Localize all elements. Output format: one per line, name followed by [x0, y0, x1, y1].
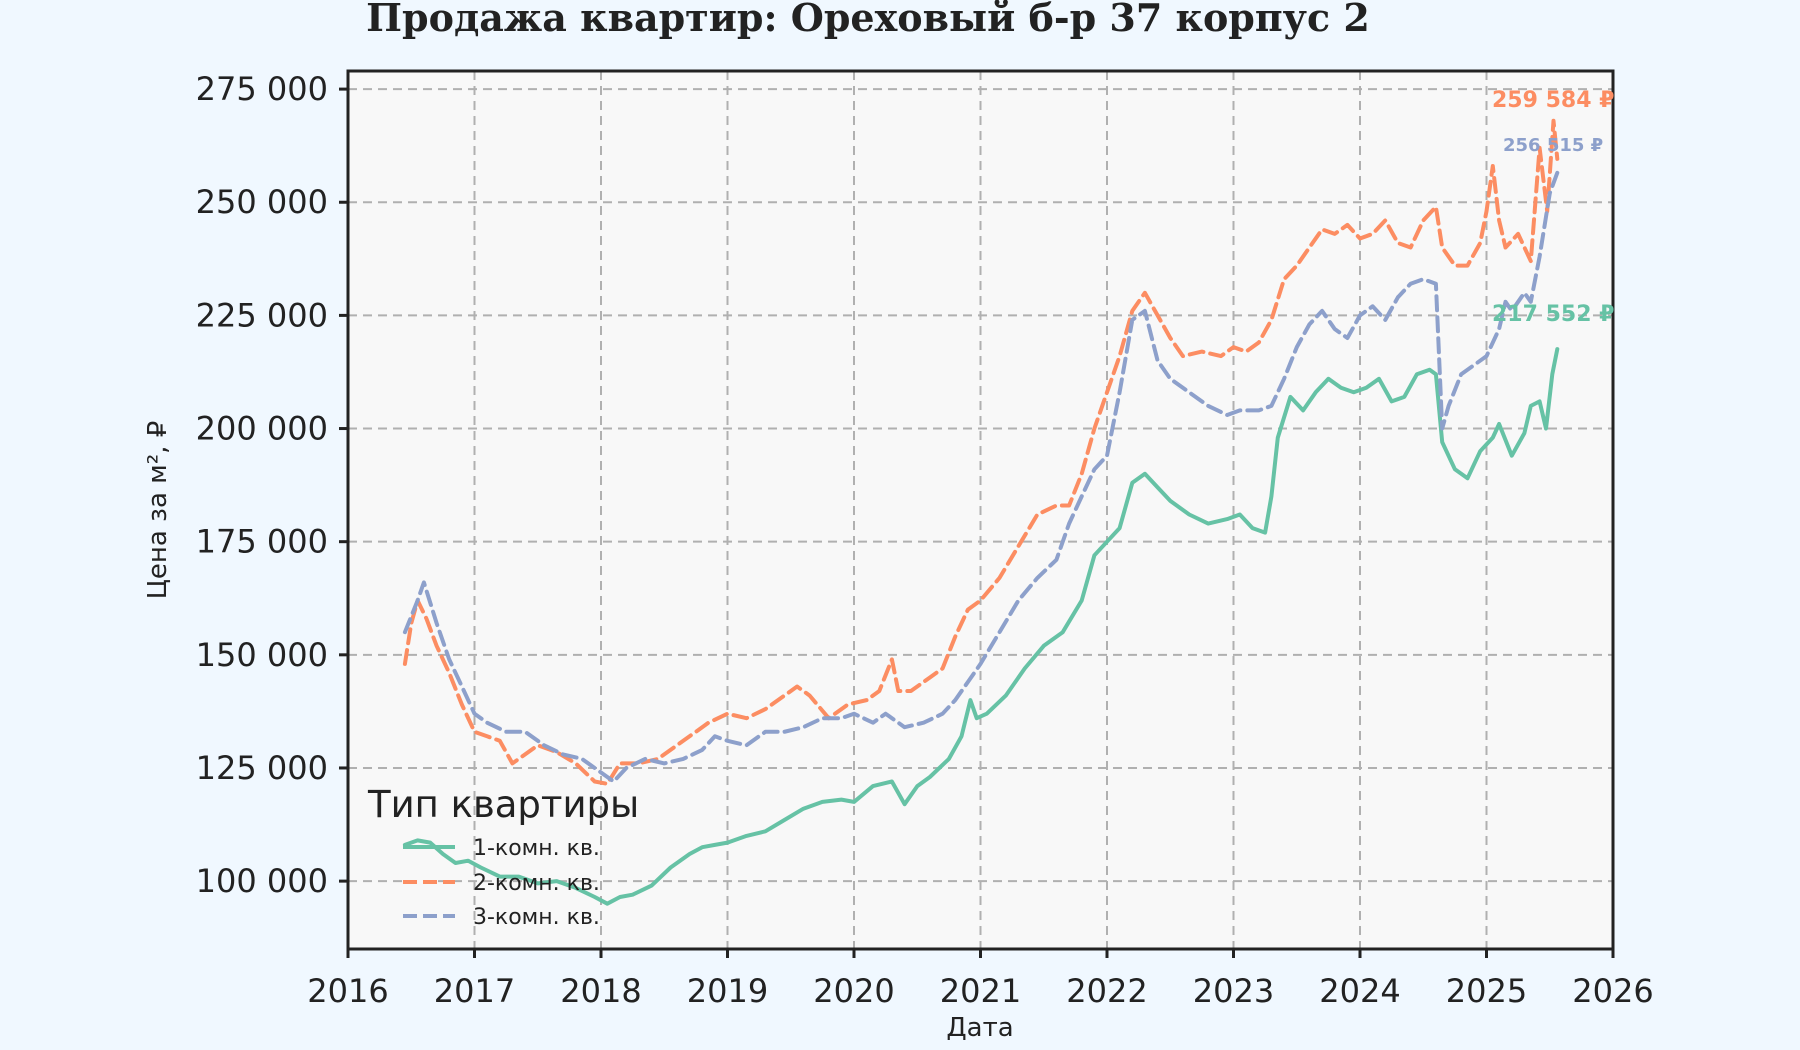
- x-tick-label: 2019: [687, 972, 768, 1010]
- axes: 2016 2017 2018 2019 2020 2021 2022 2023 2024 2025…: [196, 70, 1654, 1010]
- legend-label-2-room: 2-комн. кв.: [473, 871, 600, 896]
- y-tick-label: 250 000: [196, 183, 328, 221]
- y-tick-label: 125 000: [196, 749, 328, 787]
- grid-lines: [347, 71, 1614, 949]
- legend-label-1-room: 1-комн. кв.: [473, 836, 600, 861]
- end-label-2-room: 259 584 ₽: [1492, 88, 1614, 113]
- x-tick-label: 2018: [560, 972, 641, 1010]
- x-tick-label: 2023: [1193, 972, 1274, 1010]
- chart-title: Продажа квартир: Ореховый б-р 37 корпус …: [366, 0, 1370, 40]
- x-tick-label: 2017: [434, 972, 515, 1010]
- legend-label-3-room: 3-комн. кв.: [473, 905, 600, 930]
- x-tick-label: 2016: [307, 972, 388, 1010]
- x-tick-label: 2022: [1066, 972, 1147, 1010]
- y-tick-label: 225 000: [196, 296, 328, 334]
- y-tick-label: 275 000: [196, 70, 328, 108]
- series-line-2-room: [402, 118, 1560, 786]
- series-line-3-room: [402, 170, 1560, 784]
- x-tick-label: 2021: [940, 972, 1021, 1010]
- end-label-3-room: 256 515 ₽: [1503, 135, 1603, 156]
- x-tick-label: 2025: [1446, 972, 1527, 1010]
- y-tick-label: 175 000: [196, 523, 328, 561]
- end-labels: 217 552 ₽ 259 584 ₽ 256 515 ₽: [1492, 88, 1614, 327]
- x-axis-label: Дата: [946, 1013, 1013, 1043]
- y-tick-label: 200 000: [196, 410, 328, 448]
- x-tick-label: 2020: [813, 972, 894, 1010]
- y-tick-label: 100 000: [196, 862, 328, 900]
- legend: Тип квартиры 1-комн. кв. 2-комн. кв. 3-к…: [367, 783, 639, 930]
- legend-title: Тип квартиры: [367, 783, 639, 826]
- x-tick-label: 2024: [1319, 972, 1400, 1010]
- y-tick-label: 150 000: [196, 636, 328, 674]
- series-line-1-room: [402, 347, 1560, 906]
- end-label-1-room: 217 552 ₽: [1492, 302, 1614, 327]
- y-axis-label: Цена за м², ₽: [143, 421, 173, 600]
- series-lines: [402, 118, 1560, 906]
- x-tick-label: 2026: [1572, 972, 1653, 1010]
